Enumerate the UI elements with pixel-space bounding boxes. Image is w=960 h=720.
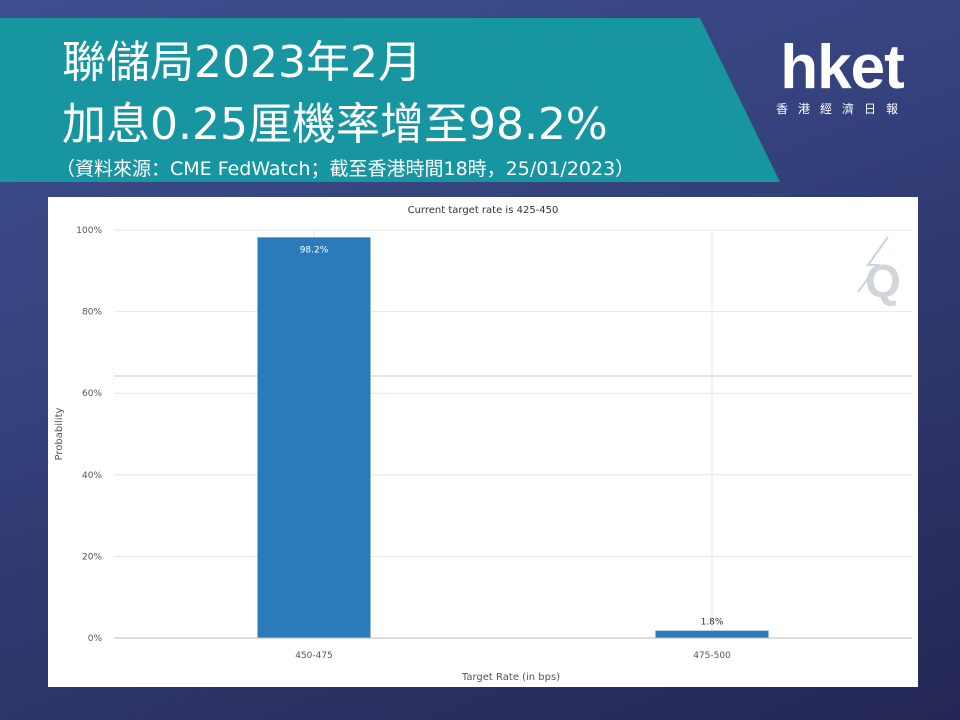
- y-axis-title: Probability: [54, 407, 65, 460]
- x-tick-label: 450-475: [295, 651, 333, 661]
- y-tick-label: 100%: [76, 226, 102, 236]
- logo-wordmark: hket: [780, 33, 904, 102]
- watermark-q-logo: Q: [865, 255, 901, 307]
- source-note: （資料來源：CME FedWatch；截至香港時間18時，25/01/2023）: [56, 158, 635, 180]
- bar-475-500: [655, 630, 769, 638]
- hket-logo: hket 香港經濟日報: [762, 36, 922, 117]
- data-label: 98.2%: [300, 245, 329, 255]
- x-axis-title: Target Rate (in bps): [461, 672, 560, 683]
- chart-panel: Current target rate is 425-450 0% 20% 40% 60…: [48, 197, 918, 687]
- chart-title: Current target rate is 425-450: [408, 205, 559, 216]
- y-tick-label: 0%: [88, 634, 103, 644]
- page-title-line2: 加息0.25厘機率增至98.2%: [62, 99, 608, 150]
- y-tick-label: 20%: [82, 552, 102, 562]
- watermark-lightning-icon: [857, 236, 889, 293]
- logo-tagline: 香港經濟日報: [775, 102, 908, 116]
- bar-450-475: [257, 237, 371, 638]
- x-tick-label: 475-500: [693, 651, 731, 661]
- title-banner: [0, 18, 780, 182]
- data-label: 1.8%: [701, 618, 724, 628]
- bar-chart: Current target rate is 425-450 0% 20% 40% 60…: [54, 205, 912, 683]
- y-tick-label: 60%: [82, 389, 102, 399]
- y-tick-label: 80%: [82, 308, 102, 318]
- page-title-line1: 聯儲局2023年2月: [62, 37, 422, 88]
- y-tick-label: 40%: [82, 471, 102, 481]
